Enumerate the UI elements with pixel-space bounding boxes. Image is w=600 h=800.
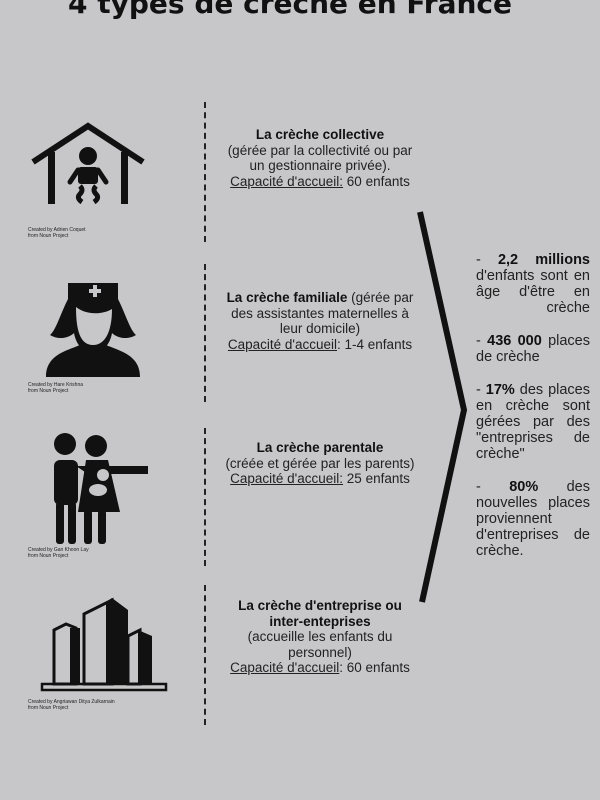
credit-line: from Noun Project [28, 552, 69, 559]
credit-line: Created by Adrien Coquet [28, 227, 86, 233]
icon-credit: Created by Hare Krishna from Noun Project [28, 382, 84, 394]
icon-credit: Created by Adrien Coquet from Noun Projec… [28, 227, 86, 239]
credit-line: from Noun Project [28, 387, 69, 394]
credit-line: Created by Gan Khoon Lay [28, 547, 89, 553]
chevron-bracket-icon [417, 211, 468, 603]
divider [204, 102, 206, 242]
stat-text: places de crèche [476, 333, 590, 365]
icon-credit: Created by Angriawan Ditya Zulkarnain fro… [28, 699, 115, 711]
stat-text: des nouvelles places proviennent d'entre… [476, 479, 590, 559]
type-name: La crèche collective [255, 127, 385, 142]
creche-familiale: La crèche familiale (gérée par des assis… [225, 290, 415, 352]
stat-value: 2,2 millions [497, 252, 590, 268]
stat-value: 436 000 [487, 333, 542, 349]
capacity-label: Capacité d'accueil [227, 336, 338, 352]
credit-line: Created by Hare Krishna [28, 382, 84, 388]
stat-prefix: - [476, 382, 486, 398]
creche-parentale: La crèche parentale (créée et gérée par … [225, 440, 415, 487]
stat-text: des places en crèche sont gérées par des… [476, 382, 590, 462]
divider [204, 264, 206, 402]
type-name: La crèche parentale [256, 440, 384, 455]
type-name: La crèche d'entreprise ou inter-entepris… [238, 598, 402, 629]
type-description: (gérée par des assistantes maternelles à… [231, 290, 414, 336]
buildings-icon [40, 597, 168, 692]
type-description: (accueille les enfants du personnel) [247, 629, 393, 660]
creche-entreprise: La crèche d'entreprise ou inter-entepris… [225, 598, 415, 676]
credit-line: Created by Angriawan Ditya Zulkarnain [28, 699, 115, 705]
capacity-label: Capacité d'accueil [230, 660, 340, 675]
stat-value: 17% [485, 382, 515, 398]
type-name: La crèche familiale [226, 290, 348, 305]
stat-item: - 2,2 millions d'enfants sont en âge d'ê… [476, 252, 590, 316]
capacity-value: 60 enfants [343, 173, 410, 189]
family-icon [54, 433, 148, 544]
stat-prefix: - [476, 252, 498, 268]
type-description: (gérée par la collectivité ou par un ges… [227, 142, 413, 174]
page-title: 4 types de crèche en France [68, 0, 512, 20]
divider [204, 428, 206, 566]
divider [204, 585, 206, 725]
capacity-value: : 60 enfants [339, 660, 410, 675]
credit-line: from Noun Project [28, 232, 69, 239]
stats-list: - 2,2 millions d'enfants sont en âge d'ê… [476, 252, 590, 576]
capacity-label: Capacité d'accueil: [230, 471, 344, 486]
icon-credit: Created by Gan Khoon Lay from Noun Projec… [28, 547, 89, 559]
capacity-label: Capacité d'accueil: [230, 173, 344, 189]
stat-text: d'enfants sont en âge d'être en crèche [476, 268, 590, 316]
credit-line: from Noun Project [28, 704, 69, 711]
house-baby-icon [31, 122, 145, 205]
stat-prefix: - [476, 479, 510, 495]
stat-item: - 436 000 places de crèche [476, 333, 590, 365]
creche-collective: La crèche collective (gérée par la colle… [225, 127, 415, 189]
capacity-value: : 1-4 enfants [337, 336, 413, 352]
stat-prefix: - [476, 333, 488, 349]
stat-item: - 80% des nouvelles places proviennent d… [476, 479, 590, 559]
stat-item: - 17% des places en crèche sont gérées p… [476, 382, 590, 462]
type-description: (créée et gérée par les parents) [225, 455, 415, 471]
stat-value: 80% [509, 479, 539, 495]
nurse-icon [46, 283, 140, 377]
capacity-value: 25 enfants [343, 471, 410, 486]
